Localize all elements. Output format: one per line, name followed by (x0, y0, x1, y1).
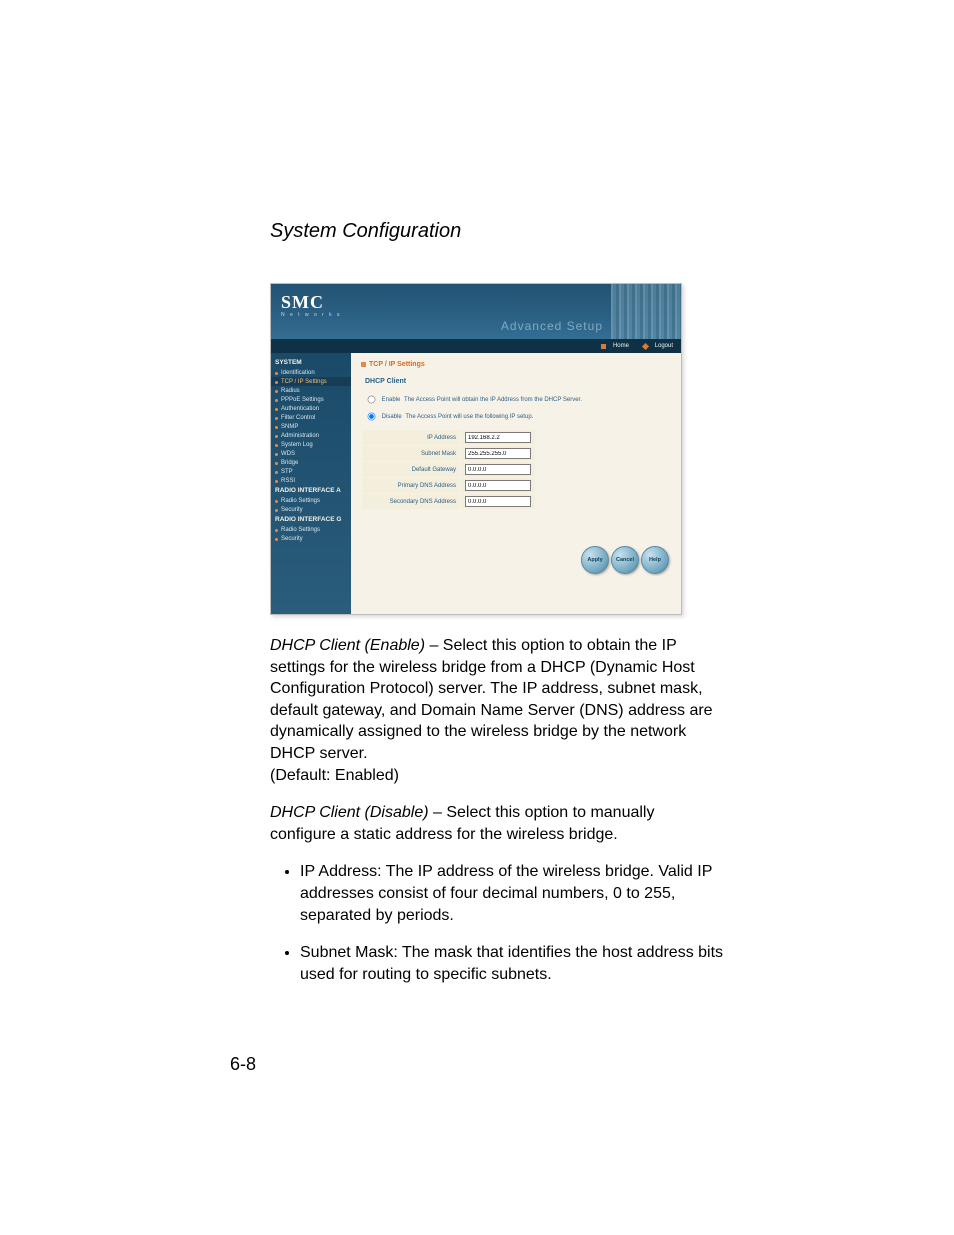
sidebar-head-radio-a: RADIO INTERFACE A (271, 485, 351, 496)
subnet-mask-label: Subnet Mask (362, 446, 461, 462)
ip-table: IP Address Subnet Mask Default Gateway P… (361, 429, 536, 510)
subnet-mask-input[interactable] (465, 448, 531, 459)
secondary-dns-label: Secondary DNS Address (362, 494, 461, 510)
sidebar-head-system: SYSTEM (271, 357, 351, 368)
dhcp-disable-radio[interactable] (368, 413, 376, 421)
table-row: Subnet Mask (362, 446, 536, 462)
para-dhcp-disable-lead: DHCP Client (Disable) (270, 804, 429, 821)
sidebar-item-bridge[interactable]: Bridge (271, 458, 351, 467)
para-dhcp-enable-lead: DHCP Client (Enable) (270, 637, 425, 654)
para-dhcp-enable: DHCP Client (Enable) – Select this optio… (270, 635, 724, 786)
sidebar-item-pppoe[interactable]: PPPoE Settings (271, 395, 351, 404)
home-link[interactable]: Home (601, 339, 633, 353)
help-button[interactable]: Help (641, 546, 669, 574)
secondary-dns-input[interactable] (465, 496, 531, 507)
sidebar-item-radio-a-security[interactable]: Security (271, 505, 351, 514)
router-screenshot: SMC N e t w o r k s Advanced Setup Home … (270, 283, 682, 615)
sidebar-item-radio-g-security[interactable]: Security (271, 534, 351, 543)
sidebar-item-admin[interactable]: Administration (271, 431, 351, 440)
sidebar-item-stp[interactable]: STP (271, 467, 351, 476)
page-title: System Configuration (270, 220, 724, 243)
sidebar: SYSTEM Identification TCP / IP Settings … (271, 353, 351, 614)
table-row: IP Address (362, 430, 536, 446)
logo-sub: N e t w o r k s (281, 312, 342, 318)
body-text: DHCP Client (Enable) – Select this optio… (270, 635, 724, 985)
table-row: Default Gateway (362, 462, 536, 478)
para-dhcp-enable-rest: – Select this option to obtain the IP se… (270, 637, 713, 762)
sidebar-item-identification[interactable]: Identification (271, 368, 351, 377)
sidebar-head-radio-g: RADIO INTERFACE G (271, 514, 351, 525)
sidebar-item-radio-a-settings[interactable]: Radio Settings (271, 496, 351, 505)
ip-address-input[interactable] (465, 432, 531, 443)
apply-button[interactable]: Apply (581, 546, 609, 574)
dhcp-disable-label: Disable (382, 414, 402, 420)
sidebar-item-radius[interactable]: Radius (271, 386, 351, 395)
primary-dns-input[interactable] (465, 480, 531, 491)
dhcp-disable-desc: The Access Point will use the following … (405, 414, 533, 420)
para-dhcp-enable-default: (Default: Enabled) (270, 767, 399, 784)
default-gateway-input[interactable] (465, 464, 531, 475)
sidebar-item-radio-g-settings[interactable]: Radio Settings (271, 525, 351, 534)
sidebar-item-auth[interactable]: Authentication (271, 404, 351, 413)
banner-art (611, 284, 681, 339)
advanced-setup-label: Advanced Setup (501, 319, 603, 333)
dhcp-disable-row: Disable The Access Point will use the fo… (365, 410, 667, 423)
page-number: 6-8 (230, 1054, 256, 1075)
bullet-subnet-mask: Subnet Mask: The mask that identifies th… (300, 942, 724, 985)
para-dhcp-disable: DHCP Client (Disable) – Select this opti… (270, 802, 724, 845)
sidebar-item-snmp[interactable]: SNMP (271, 422, 351, 431)
top-nav: Home Logout (271, 339, 681, 353)
logo: SMC (281, 292, 324, 313)
default-gateway-label: Default Gateway (362, 462, 461, 478)
primary-dns-label: Primary DNS Address (362, 478, 461, 494)
dhcp-enable-row: Enable The Access Point will obtain the … (365, 393, 667, 406)
dhcp-enable-radio[interactable] (368, 396, 376, 404)
content-subtitle: DHCP Client (365, 378, 671, 385)
cancel-button[interactable]: Cancel (611, 546, 639, 574)
content-pane: TCP / IP Settings DHCP Client Enable The… (351, 353, 681, 614)
bullet-ip-address: IP Address: The IP address of the wirele… (300, 861, 724, 926)
dhcp-enable-desc: The Access Point will obtain the IP Addr… (404, 397, 582, 403)
logout-link[interactable]: Logout (643, 339, 677, 353)
sidebar-item-wds[interactable]: WDS (271, 449, 351, 458)
dhcp-enable-label: Enable (382, 397, 401, 403)
table-row: Primary DNS Address (362, 478, 536, 494)
ip-address-label: IP Address (362, 430, 461, 446)
content-title: TCP / IP Settings (361, 361, 671, 368)
sidebar-item-tcpip[interactable]: TCP / IP Settings (271, 377, 351, 386)
sidebar-item-filter[interactable]: Filter Control (271, 413, 351, 422)
sidebar-item-rssi[interactable]: RSSI (271, 476, 351, 485)
banner: SMC N e t w o r k s Advanced Setup (271, 284, 681, 339)
table-row: Secondary DNS Address (362, 494, 536, 510)
sidebar-item-syslog[interactable]: System Log (271, 440, 351, 449)
